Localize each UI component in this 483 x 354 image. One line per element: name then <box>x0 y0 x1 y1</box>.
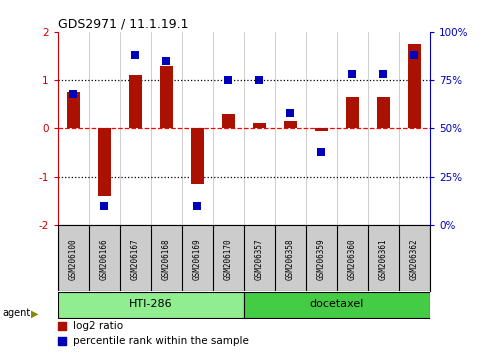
Point <box>256 77 263 83</box>
Text: GSM206170: GSM206170 <box>224 239 233 280</box>
Point <box>58 323 66 329</box>
Point <box>194 203 201 209</box>
Bar <box>129 75 142 129</box>
Point <box>70 91 77 97</box>
Text: HTI-286: HTI-286 <box>129 299 173 309</box>
Text: GSM206361: GSM206361 <box>379 239 388 280</box>
Bar <box>67 92 80 129</box>
Bar <box>253 122 266 129</box>
Text: GSM206166: GSM206166 <box>100 239 109 280</box>
Text: GSM206359: GSM206359 <box>317 239 326 280</box>
Point <box>131 52 139 58</box>
Point <box>411 52 418 58</box>
Bar <box>58 292 244 318</box>
Text: agent: agent <box>2 308 30 318</box>
Point <box>225 77 232 83</box>
Bar <box>377 97 390 129</box>
Bar <box>244 292 430 318</box>
Text: GSM206362: GSM206362 <box>410 239 419 280</box>
Bar <box>222 114 235 129</box>
Text: GDS2971 / 11.1.19.1: GDS2971 / 11.1.19.1 <box>58 18 188 31</box>
Bar <box>98 129 111 196</box>
Text: GSM206169: GSM206169 <box>193 239 202 280</box>
Text: GSM206360: GSM206360 <box>348 239 357 280</box>
Text: GSM206357: GSM206357 <box>255 239 264 280</box>
Point <box>58 338 66 344</box>
Text: docetaxel: docetaxel <box>310 299 364 309</box>
Bar <box>284 121 297 129</box>
Bar <box>160 65 172 129</box>
Bar <box>191 129 204 184</box>
Text: GSM206167: GSM206167 <box>131 239 140 280</box>
Point <box>100 203 108 209</box>
Point <box>163 58 170 64</box>
Text: ▶: ▶ <box>31 308 39 318</box>
Point <box>317 149 325 154</box>
Point <box>349 72 356 77</box>
Bar <box>408 44 421 129</box>
Text: log2 ratio: log2 ratio <box>73 321 123 331</box>
Text: percentile rank within the sample: percentile rank within the sample <box>73 336 249 346</box>
Text: GSM206358: GSM206358 <box>286 239 295 280</box>
Point <box>380 72 387 77</box>
Point <box>286 110 294 116</box>
Bar <box>346 97 358 129</box>
Text: GSM206100: GSM206100 <box>69 239 78 280</box>
Bar <box>315 129 327 131</box>
Text: GSM206168: GSM206168 <box>162 239 171 280</box>
